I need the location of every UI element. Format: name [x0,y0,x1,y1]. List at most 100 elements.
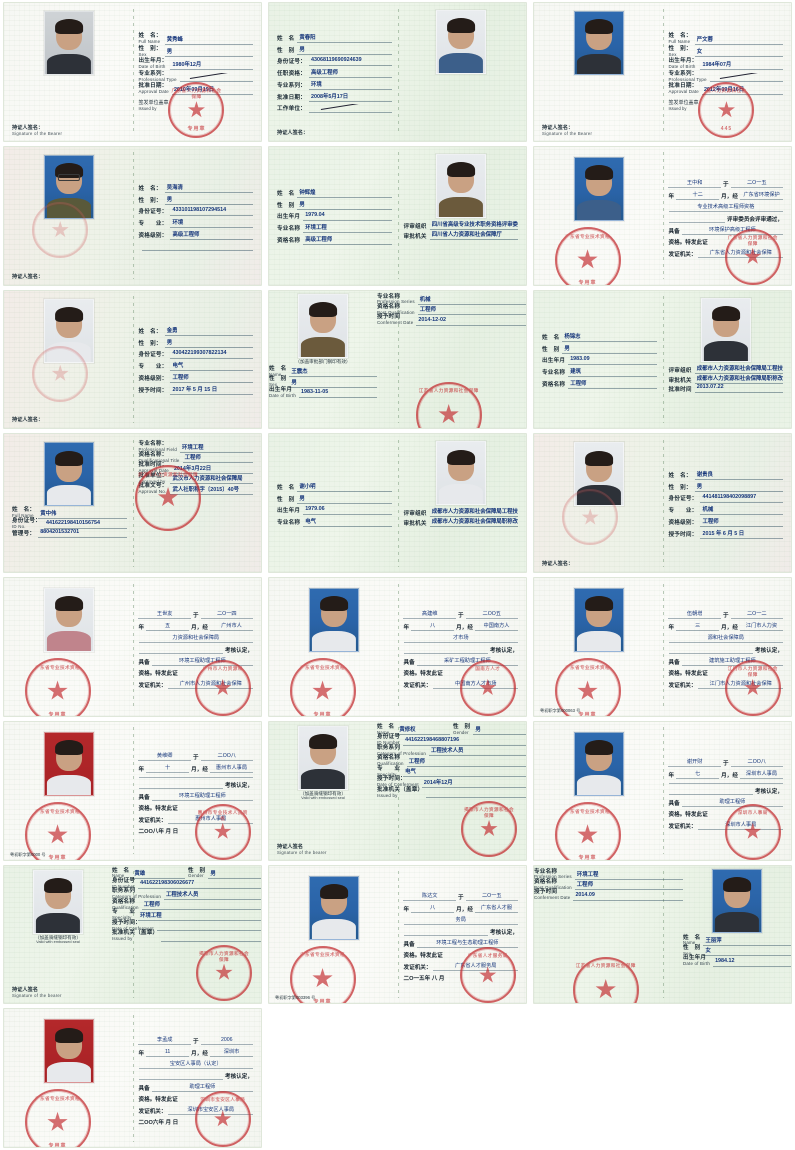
certificate-cell: 广东省专业技术资格 专用章 谢开财于二OO八年七月，经 深圳市人事局 考核认定， 具备 助理… [530,719,795,863]
award-year: 二O一五 [465,892,518,902]
field-value-qual-level: 高级工程师 [170,230,253,240]
certificate-card-15[interactable]: 广东省专业技术资格 专用章 伍朝增于二O一二年三月，经 江门市人力资 源和社会保障局 考核… [533,577,792,717]
certificate-card-8[interactable]: （加盖审批部门钢印有效）姓 名 Name 王震杰性 别 Sex 男出生年月 Date of… [268,289,527,430]
certificate-card-17[interactable]: （加盖骑缝钢印有效） Valid with embossed seal 持证人签名 S… [268,720,527,861]
person-name: 高建维 [403,610,456,620]
narrative-line-2: 年八月，经 广东省人才服 [404,904,518,914]
month-label: 月，经 [721,625,738,632]
qualify-tail: 资格。特发此证 [403,671,443,678]
month-label: 月，经 [191,1051,208,1058]
certificate-card-20[interactable]: 广东省专业技术资格 专用章 陈达文于二O一五年八月，经 广东省人才服 务局 考核认定， 具备… [268,864,527,1005]
bearer-signature-label-en: Signature of the Bearer [12,130,63,136]
id-photo [297,293,348,358]
certificate-card-9[interactable]: 姓 名杨锦志性 别男出生年月 1983.09 专业名称 建筑 资格名称 工程师 评审组织 成都… [533,289,792,430]
narrative-line-2: 年 11 月，经 深圳市 [139,1048,253,1058]
field-label-sex: 性 别 [277,48,294,55]
field-row-sex: 性 别男 [277,494,392,504]
certificate-card-10[interactable]: 姓 名： Full Name 黄中伟 身份证号： ID No. 4416221984101… [3,433,262,573]
field-value-id-no: 441622198468807196 [403,737,526,746]
field-value-sex: 男 [289,378,377,388]
certificate-card-6[interactable]: 广东省专业技术资格 专用章 王中和于二O一五年十二 月，经 广东省环境保护 专业技术高级工… [533,145,792,286]
field-label-cn-id-no: 身份证号： [277,59,306,66]
series-field-list: 专业名称 Profession Series 机械 资格名称 Post Qualific… [377,291,526,326]
field-value-conferment: 2014年12月 [421,778,526,788]
certificate-card-14[interactable]: 广东省专业技术资格 专用章 高建维于二OO五年八月，经 中国南方人 才市场 考核认定， 具备… [268,577,527,717]
photo-torso [47,197,92,218]
bearer-signature-caption: 持证人签名： [12,273,43,280]
seal-top-text: 江苏省人力资源和社会保障 [418,388,479,394]
field-label-en-dob: Date of Birth [683,961,711,967]
certificate-card-11[interactable]: 姓 名谢小明性 别男出生年月 1979.06 专业名称 电气 评审组织 成都市人力资源和社… [268,433,527,573]
field-label-id-no: 身份证号： [277,59,306,66]
at-label: 于 [192,613,199,620]
field-value-id-no: 441622198410156754 [43,520,127,530]
photo-torso [438,53,483,73]
field-value-major: 机械 [700,505,783,515]
certificate-card-19[interactable]: （加盖骑缝钢印有效） Valid with embossed seal 持证人签名 S… [3,864,262,1005]
narrative-line-7: 发证机关： 广州市人力资源和社会保障 [139,680,253,690]
review-org-label: 评审组织 [403,223,427,230]
certificate-card-2[interactable]: 姓 名黄春阳性 别男身份证号： 43068119690924639 任职资格： 高级工… [268,2,527,142]
field-label-cn-prof-field: 专业名称 [277,519,301,526]
field-value-sex: 男 [297,45,392,55]
field-label-cn-dob: 出生年月 [542,358,566,365]
narrative-line-6: 资格。特发此证 [669,238,784,246]
card-spine-fold [132,583,134,711]
field-row-sex: 性 别：男 [669,482,783,492]
narrative-line-1: 谢开财于二OO八 [668,758,783,767]
field-value-gender: 男 [473,725,526,736]
certificate-card-3[interactable]: 持证人签名： Signature of the Bearer 姓 名： Full Na… [533,2,792,142]
seal-star-icon [577,680,598,700]
field-row-qual-title: 任职资格： 高级工程师 [277,68,392,78]
issuing-org-label: 发证机关： [668,823,697,830]
field-label-conferment: 授予时间： Date of Conferment [112,920,154,931]
certificate-card-16[interactable]: 广东省专业技术资格 专用章 黄维卿于二OO八年十月，经 惠州市人事局 考核认定， 具备 环境… [3,720,262,861]
certificate-card-5[interactable]: 姓 名钟辉煌性 别男出生年月 1979.04 专业名称 环境工程 资格名称 高级工程师 评审… [268,145,527,286]
issue-date: 二OO八年 月 日 [138,829,179,836]
seal-top-text: 揭阳市人力资源和社会保障 [199,950,250,962]
card-spine-fold [662,871,664,998]
photo-torso [703,340,748,361]
field-value-prof-field: 环境工程 [180,443,253,453]
certificate-card-22[interactable]: 广东省专业技术资格 专用章 李孟成于 2006 年 11 月，经 深圳市 宝安区人事局（认定） 考… [3,1008,262,1148]
narrative-line-5: 具备 助理工程师 [669,798,783,807]
certificate-card-21[interactable]: 专业名称 Profession Series 环境工程 资格名称 Post Qualif… [533,864,792,1005]
id-photo [712,868,763,933]
narrative-line-2: 年八月，经 中国南方人 [404,622,518,632]
narrative-line-7: 发证机关： 江门市人力资源和社会保障 [669,680,783,690]
issuing-org-label: 发证机关： [668,252,697,259]
field-value-dob: 1983.09 [568,356,657,365]
narrative-pane: 陈达文于二O一五年八月，经 广东省人才服 务局 考核认定， 具备 环境工程与生态助理工程师… [398,866,527,1004]
field-row-qualification: 资格名称 Qualification 工程师 [112,899,261,911]
field-label-id-no: 身份证号 ID Number [377,734,400,745]
seal-star-icon [51,221,69,238]
award-org: 广东省环境保护 [739,191,783,201]
issuing-org-label: 发证机关： [138,1109,167,1116]
red-official-seal: 江苏省人力资源和社会保障 [572,956,639,1004]
field-list: 姓 名 Name 黄雄性 别 Gender 男身份证号 ID Number 44162219… [112,866,261,942]
card-spine-fold [397,871,399,998]
field-value-approval-date: 2010年09月19日 [171,85,253,95]
approve-time-row: 批准时间 2013.07.22 [669,384,783,393]
certificate-card-7[interactable]: 持证人签名： 姓 名： 金勇性 别：男身份证号： 430422199307822134… [3,289,262,430]
field-label-cn-sex: 性 别 [269,376,287,383]
certificate-card-18[interactable]: 广东省专业技术资格 专用章 谢开财于二OO八年七月，经 深圳市人事局 考核认定， 具备 助理… [533,720,792,861]
certificate-card-12[interactable]: 持证人签名： 姓 名： 谢贵良性 别：男身份证号： 44148119840209889… [533,433,792,573]
embossed-note-cn: （加盖审批部门钢印有效） [295,358,351,364]
field-label-cn-gender: 性 别 [452,723,471,730]
field-value-category: 工程技术人员 [164,890,261,900]
award-org: 广州市人 [209,622,253,632]
certificate-card-13[interactable]: 广东省专业技术资格 专用章 王世友于二O一四年五月，经 广州市人 力资源和社会保障局 考核… [3,577,262,717]
field-value-id-no: 430422199307822134 [170,350,253,359]
photo-hair [55,740,84,756]
field-label-major: 专 业： [139,364,168,371]
card-inner: （加盖审批部门钢印有效）姓 名 Name 王震杰性 别 Sex 男出生年月 Date of… [269,291,526,429]
field-label-cn-prof-type: 专业系列： [138,70,168,77]
certificate-card-1[interactable]: 持证人签名： Signature of the Bearer 姓 名： Full Na… [3,2,262,142]
photo-hair [44,877,72,893]
field-value-issued-by [426,789,526,799]
field-label-dob: 出生年月 Date of Birth [269,387,296,398]
field-list: 姓 名： 谢贵良性 别：男身份证号： 441481198402098897 专 业：机… [669,440,783,568]
narrative-line-2: 年七月，经 深圳市人事局 [669,770,783,779]
certificate-card-4[interactable]: 持证人签名： 姓 名： 吴海清性 别：男身份证号： 43310119810729451… [3,145,262,286]
